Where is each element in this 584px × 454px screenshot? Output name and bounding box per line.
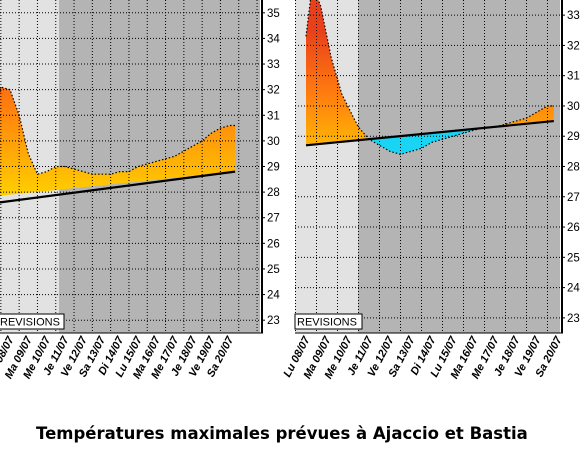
above-normal-area [306, 0, 554, 146]
normal-line [305, 119, 554, 147]
y-tick-label: 24 [267, 290, 280, 302]
revisions-stamp [294, 313, 363, 330]
revisions-stamp-label: REVISIONS [297, 317, 357, 329]
y-tick-label: 23 [567, 313, 580, 325]
revisions-stamp-label: REVISIONS [0, 317, 60, 329]
y-tick-label: 31 [567, 71, 580, 83]
y-tick-label: 29 [567, 131, 580, 143]
forecast-line [305, 0, 554, 156]
y-tick-label: 35 [267, 8, 280, 20]
normal-line [0, 170, 236, 204]
y-tick-label: 31 [267, 110, 280, 122]
y-tick-label: 34 [267, 33, 280, 45]
y-tick-label: 25 [567, 252, 580, 264]
below-normal-area [306, 121, 554, 155]
y-tick-label: 33 [267, 59, 280, 71]
y-tick-label: 28 [267, 187, 280, 199]
y-tick-label: 30 [567, 101, 580, 113]
y-tick-label: 32 [267, 85, 280, 97]
grid [295, 0, 560, 333]
y-tick-label: 23 [267, 315, 280, 327]
y-tick-label: 26 [267, 238, 280, 250]
y-tick-label: 29 [267, 162, 280, 174]
grid [0, 0, 260, 333]
y-tick-label: 33 [567, 10, 580, 22]
y-tick-label: 30 [267, 136, 280, 148]
y-tick-label: 25 [267, 264, 280, 276]
y-tick-label: 27 [567, 192, 580, 204]
y-tick-label: 28 [567, 162, 580, 174]
figure-caption: Températures maximales prévues à Ajaccio… [36, 424, 528, 443]
revisions-stamp [0, 313, 65, 330]
above-normal-area [0, 87, 236, 203]
y-tick-label: 26 [567, 222, 580, 234]
y-tick-label: 24 [567, 283, 580, 295]
y-tick-label: 32 [567, 40, 580, 52]
y-tick-label: 27 [267, 213, 280, 225]
